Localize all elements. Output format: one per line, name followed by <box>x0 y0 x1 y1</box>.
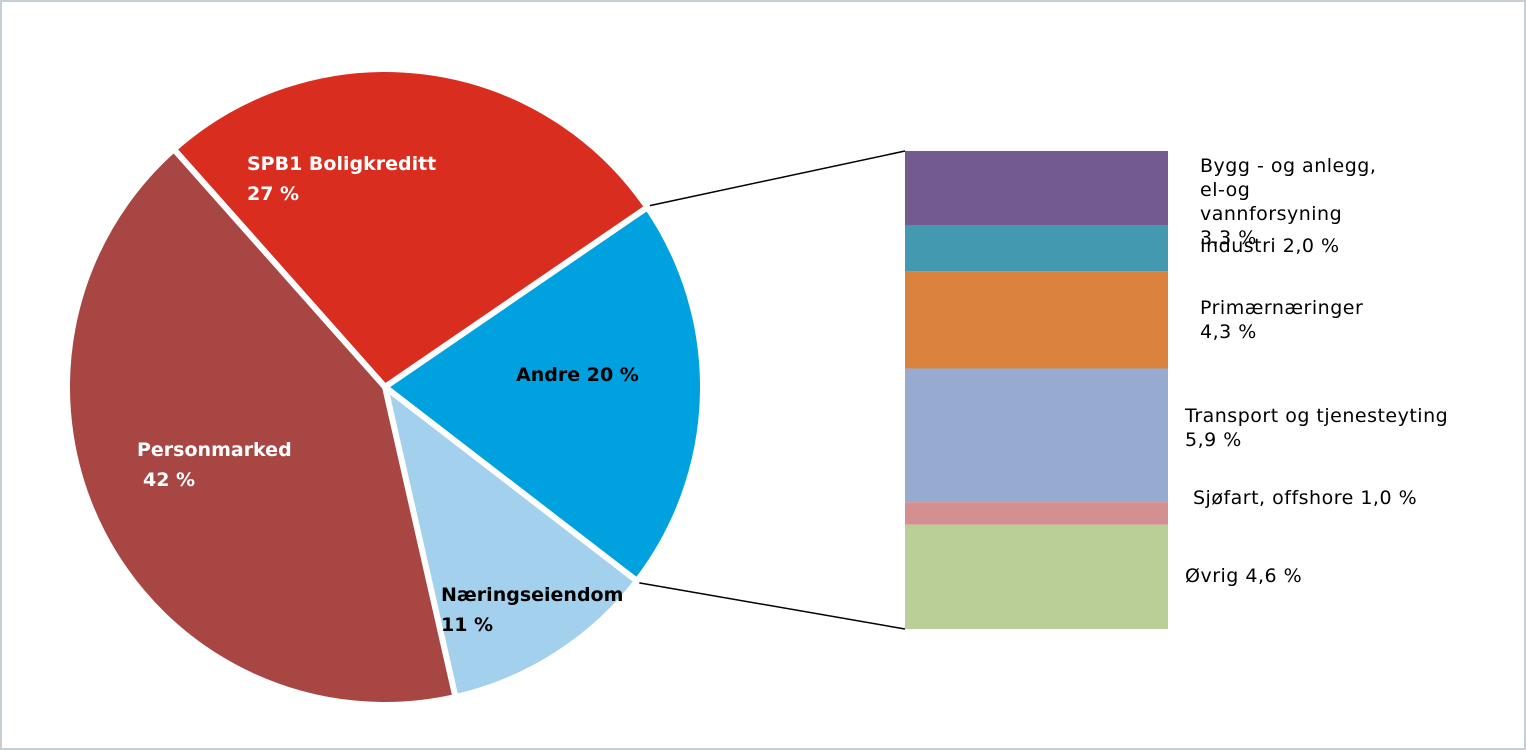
segment-name: Industri <box>1200 235 1277 257</box>
segment-label: Primærnæringer 4,3 % <box>1200 296 1470 344</box>
segment-value: 4,6 % <box>1245 565 1303 587</box>
bar-segment <box>905 502 1168 525</box>
segment-value: 2,0 % <box>1282 235 1340 257</box>
slice-name: Personmarked <box>137 439 292 461</box>
segment-value: 4,3 % <box>1200 321 1257 343</box>
segment-name: Transport og tjenesteyting <box>1185 405 1449 427</box>
slice-value: 27 % <box>247 183 299 205</box>
segment-name: Bygg - og anlegg, el-og vannforsyning <box>1200 155 1377 225</box>
slice-value: 20 % <box>587 364 639 386</box>
pie-slice <box>379 203 706 586</box>
segment-value: 5,9 % <box>1185 429 1242 451</box>
bar-segment <box>905 271 1168 369</box>
slice-name: Næringseiendom <box>441 584 623 606</box>
segment-label: Bygg - og anlegg, el-og vannforsyning 3,3… <box>1200 154 1390 250</box>
bar-segment <box>905 151 1168 226</box>
segment-value: 3,3 % <box>1200 227 1257 249</box>
connector-line <box>649 150 906 207</box>
pie-label: Personmarked 42 % <box>137 439 292 491</box>
pie-slice <box>169 66 652 391</box>
segment-name: Primærnæringer <box>1200 297 1364 319</box>
segment-label: Transport og tjenesteyting 5,9 % <box>1185 404 1455 452</box>
slice-name: Andre <box>516 364 580 386</box>
segment-label: Industri 2,0 % <box>1200 234 1470 258</box>
segment-label: Øvrig 4,6 % <box>1185 564 1455 588</box>
pie-label: SPB1 Boligkreditt 27 % <box>247 153 436 205</box>
segment-name: Øvrig <box>1185 565 1239 587</box>
bar-segment <box>905 368 1168 503</box>
segment-label: Sjøfart, offshore 1,0 % <box>1193 486 1463 510</box>
pie-slice <box>380 379 642 701</box>
pie-label: Næringseiendom 11 % <box>441 584 623 636</box>
bar-segment <box>905 524 1168 629</box>
segment-value: 1,0 % <box>1360 487 1418 509</box>
pie-slice <box>64 144 460 708</box>
slice-value: 42 % <box>143 469 195 491</box>
pie-label: Andre 20 % <box>516 364 639 386</box>
slice-name: SPB1 Boligkreditt <box>247 153 436 175</box>
slice-value: 11 % <box>441 614 493 636</box>
bar-segment <box>905 225 1168 272</box>
segment-name: Sjøfart, offshore <box>1193 487 1354 509</box>
connector-line <box>639 582 906 630</box>
